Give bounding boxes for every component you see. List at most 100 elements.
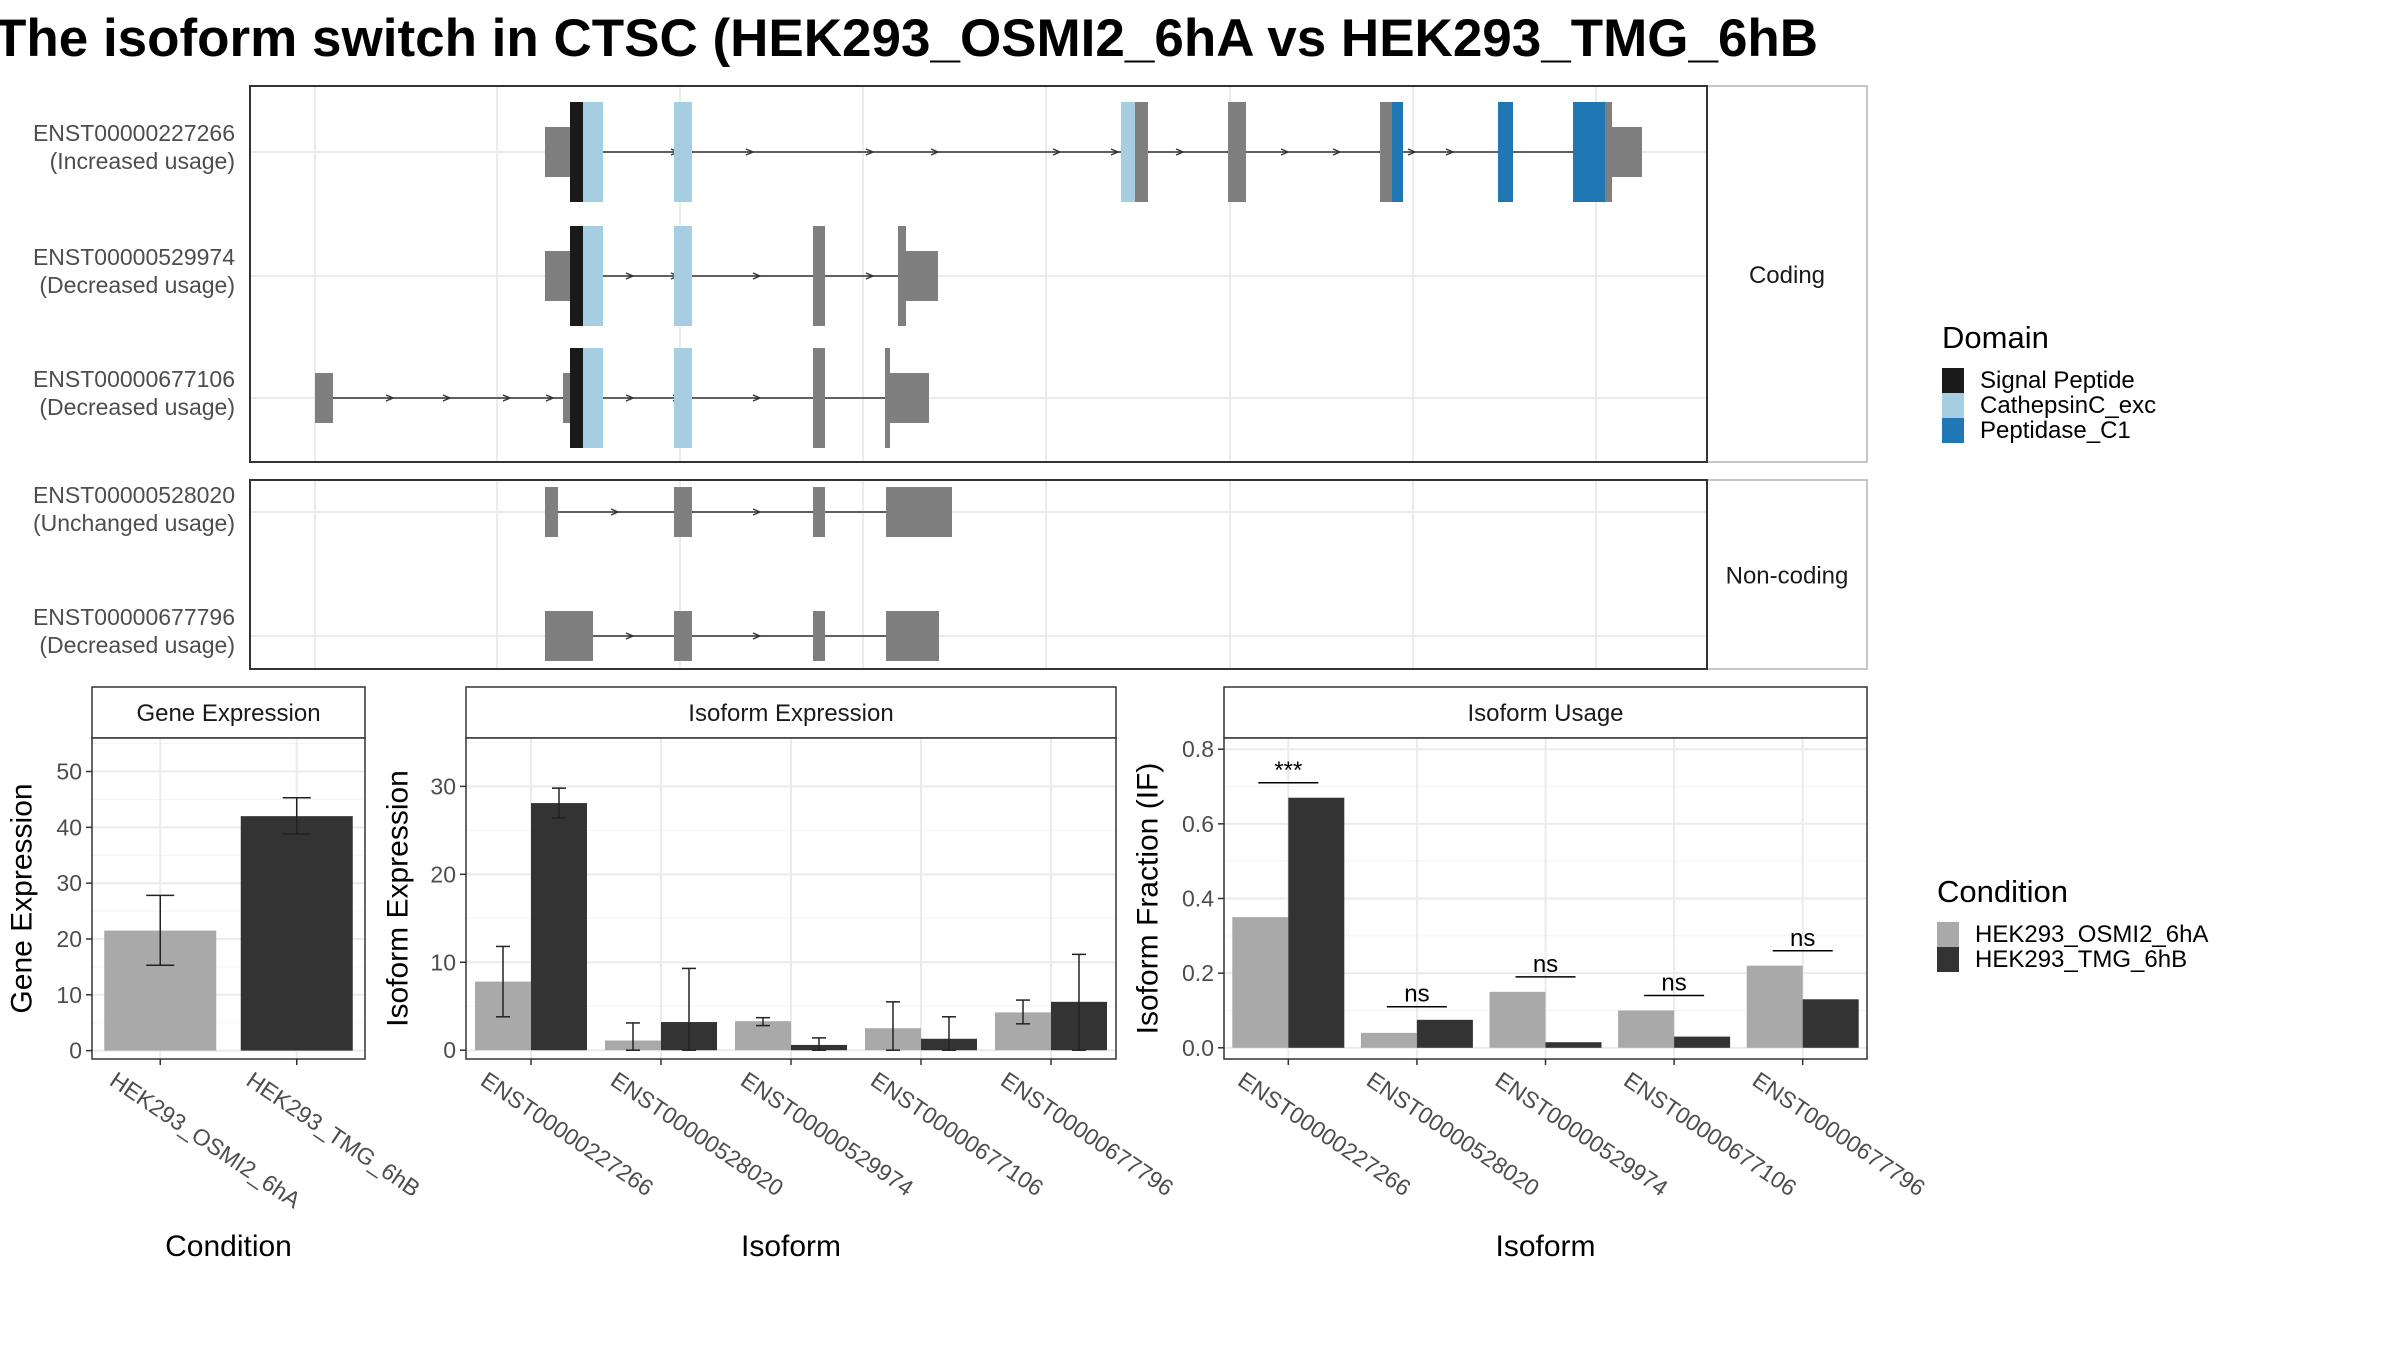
legend-label: Peptidase_C1 bbox=[1980, 417, 2131, 444]
noncoding-panel-bg bbox=[250, 480, 1707, 669]
x-axis-title: Isoform bbox=[1495, 1230, 1595, 1263]
legend-label: CathepsinC_exc bbox=[1980, 392, 2156, 419]
coding-panel-border bbox=[249, 85, 1708, 463]
transcript-usage: (Increased usage) bbox=[50, 148, 235, 174]
exon bbox=[898, 226, 906, 326]
intron-arrow bbox=[385, 394, 395, 402]
significance-label: ns bbox=[1661, 970, 1686, 997]
exon bbox=[1605, 102, 1612, 202]
intron-arrow bbox=[752, 508, 762, 516]
utr-exon bbox=[906, 251, 938, 301]
utr-exon bbox=[563, 373, 570, 423]
intron-arrow bbox=[865, 272, 875, 280]
y-tick-label: 50 bbox=[56, 758, 82, 784]
y-axis-title: Isoform Fraction (IF) bbox=[1132, 763, 1165, 1035]
transcript-id: ENST00000528020 bbox=[33, 482, 235, 508]
y-tick-label: 20 bbox=[56, 926, 82, 952]
transcript-id: ENST00000677796 bbox=[33, 604, 235, 630]
y-tick-label: 10 bbox=[430, 949, 456, 975]
exon bbox=[886, 611, 939, 661]
cathepsin-domain bbox=[674, 102, 692, 202]
transcript-row-ENST00000677106 bbox=[315, 348, 929, 448]
transcript-usage: (Decreased usage) bbox=[39, 632, 235, 658]
bar bbox=[1618, 1010, 1675, 1048]
intron-arrow bbox=[1110, 148, 1120, 156]
transcript-label: ENST00000677106(Decreased usage) bbox=[33, 366, 235, 420]
bar bbox=[1746, 965, 1803, 1048]
intron-arrow bbox=[502, 394, 512, 402]
y-tick-label: 0.4 bbox=[1182, 886, 1214, 912]
coding-strip bbox=[1706, 85, 1868, 463]
transcript-row-ENST00000529974 bbox=[545, 226, 938, 326]
intron-arrow bbox=[1280, 148, 1290, 156]
intron-arrow bbox=[752, 394, 762, 402]
transcript-id: ENST00000677106 bbox=[33, 366, 235, 392]
noncoding-strip-label: Non-coding bbox=[1726, 563, 1849, 590]
significance-label: *** bbox=[1274, 757, 1302, 784]
bar-chart-3: Isoform Usage***nsnsnsns0.00.20.40.60.8E… bbox=[1132, 686, 1930, 1263]
legend-title: Domain bbox=[1942, 320, 2049, 355]
intron-arrow bbox=[745, 148, 755, 156]
transcript-label: ENST00000227266(Increased usage) bbox=[33, 120, 235, 174]
transcript-row-ENST00000677796 bbox=[545, 611, 939, 661]
coding-panel bbox=[250, 86, 1707, 462]
exon bbox=[813, 226, 825, 326]
facet-strip bbox=[465, 686, 1117, 739]
intron-arrow bbox=[930, 148, 940, 156]
intron-arrow bbox=[625, 272, 635, 280]
intron-arrow bbox=[1445, 148, 1455, 156]
noncoding-strip bbox=[1706, 479, 1868, 670]
cathepsin-domain bbox=[583, 226, 603, 326]
y-axis-title: Gene Expression bbox=[6, 783, 39, 1013]
transcript-label: ENST00000528020(Unchanged usage) bbox=[33, 482, 235, 536]
signal-peptide-domain bbox=[570, 102, 583, 202]
bar bbox=[1288, 797, 1345, 1048]
chart-title: Isoform Expression bbox=[688, 700, 893, 727]
legend-domain: Domain Signal PeptideCathepsinC_excPeptid… bbox=[1942, 320, 2156, 444]
intron-arrow bbox=[625, 394, 635, 402]
exon bbox=[813, 611, 825, 661]
noncoding-panel-border bbox=[249, 479, 1708, 670]
transcript-label: ENST00000677796(Decreased usage) bbox=[33, 604, 235, 658]
intron-arrow bbox=[545, 394, 555, 402]
y-tick-label: 0.6 bbox=[1182, 811, 1214, 837]
transcript-usage: (Decreased usage) bbox=[39, 394, 235, 420]
y-axis-title: Isoform Expression bbox=[382, 770, 415, 1027]
y-tick-label: 0.8 bbox=[1182, 736, 1214, 762]
intron-arrow bbox=[1052, 148, 1062, 156]
facet-strip bbox=[91, 686, 366, 739]
cathepsin-domain bbox=[674, 348, 692, 448]
exon bbox=[885, 348, 890, 448]
peptidase-domain bbox=[1392, 102, 1403, 202]
x-axis-title: Condition bbox=[165, 1230, 292, 1263]
transcript-row-ENST00000528020 bbox=[545, 487, 952, 537]
exon bbox=[813, 348, 825, 448]
y-tick-label: 0.2 bbox=[1182, 960, 1214, 986]
transcript-structure-panel: Coding Non-coding ENST00000227266(Increase… bbox=[33, 85, 1868, 670]
intron-arrow bbox=[442, 394, 452, 402]
y-tick-label: 40 bbox=[56, 814, 82, 840]
y-tick-label: 0 bbox=[69, 1038, 82, 1064]
peptidase-domain bbox=[1498, 102, 1513, 202]
significance-label: ns bbox=[1404, 981, 1429, 1008]
utr-exon bbox=[545, 127, 570, 177]
x-axis-title: Isoform bbox=[741, 1230, 841, 1263]
peptidase-domain bbox=[1573, 102, 1605, 202]
legend-swatch bbox=[1942, 393, 1964, 418]
significance-label: ns bbox=[1790, 925, 1815, 952]
exon bbox=[1380, 102, 1392, 202]
y-tick-label: 20 bbox=[430, 861, 456, 887]
exon bbox=[813, 487, 825, 537]
cathepsin-domain bbox=[674, 226, 692, 326]
bar-chart-2: Isoform Expression0102030ENST00000227266… bbox=[382, 686, 1178, 1263]
bar bbox=[1489, 991, 1546, 1048]
coding-strip-label: Coding bbox=[1749, 262, 1825, 289]
legend-label: HEK293_OSMI2_6hA bbox=[1975, 921, 2208, 948]
legend-swatch bbox=[1937, 947, 1959, 972]
intron-arrow bbox=[1175, 148, 1185, 156]
facet-strip bbox=[1223, 686, 1868, 739]
legend-label: Signal Peptide bbox=[1980, 367, 2135, 394]
